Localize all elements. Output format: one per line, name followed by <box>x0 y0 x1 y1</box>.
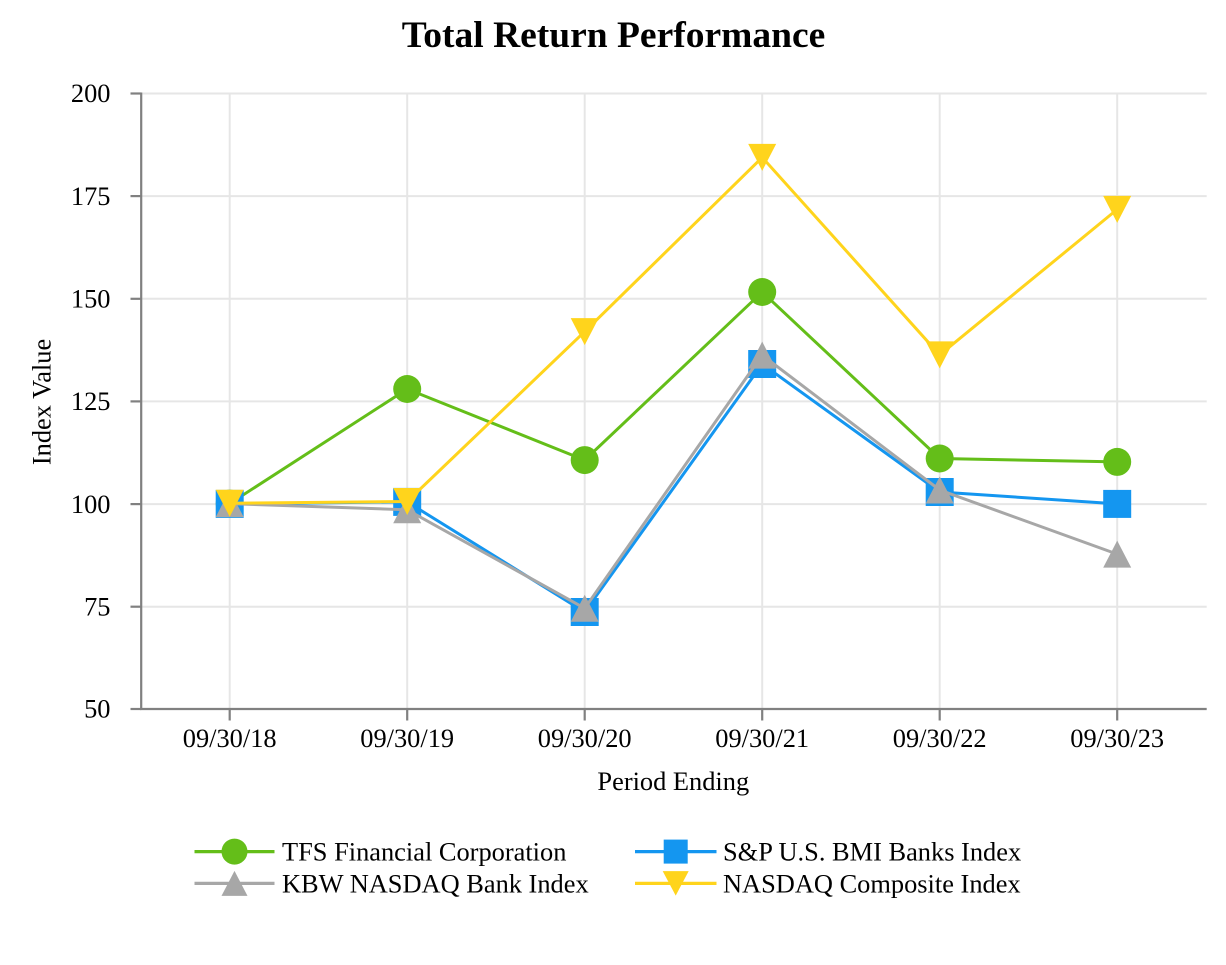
svg-text:200: 200 <box>71 78 111 108</box>
svg-text:09/30/18: 09/30/18 <box>183 723 277 753</box>
svg-text:09/30/21: 09/30/21 <box>715 723 809 753</box>
svg-text:NASDAQ Composite Index: NASDAQ Composite Index <box>723 868 1021 898</box>
svg-text:100: 100 <box>71 489 111 519</box>
svg-text:125: 125 <box>71 386 111 416</box>
svg-text:150: 150 <box>71 284 111 314</box>
svg-text:Index Value: Index Value <box>26 339 56 465</box>
svg-text:09/30/22: 09/30/22 <box>893 723 987 753</box>
svg-text:09/30/20: 09/30/20 <box>538 723 632 753</box>
svg-text:KBW NASDAQ Bank Index: KBW NASDAQ Bank Index <box>282 868 589 898</box>
svg-text:Total Return Performance: Total Return Performance <box>402 15 826 56</box>
svg-text:75: 75 <box>84 591 110 621</box>
svg-text:S&P U.S. BMI Banks Index: S&P U.S. BMI Banks Index <box>723 837 1021 867</box>
svg-text:Period Ending: Period Ending <box>597 766 749 796</box>
svg-text:50: 50 <box>84 694 110 724</box>
svg-text:09/30/19: 09/30/19 <box>360 723 454 753</box>
svg-text:09/30/23: 09/30/23 <box>1070 723 1164 753</box>
svg-text:TFS Financial Corporation: TFS Financial Corporation <box>282 837 566 867</box>
svg-text:175: 175 <box>71 181 111 211</box>
